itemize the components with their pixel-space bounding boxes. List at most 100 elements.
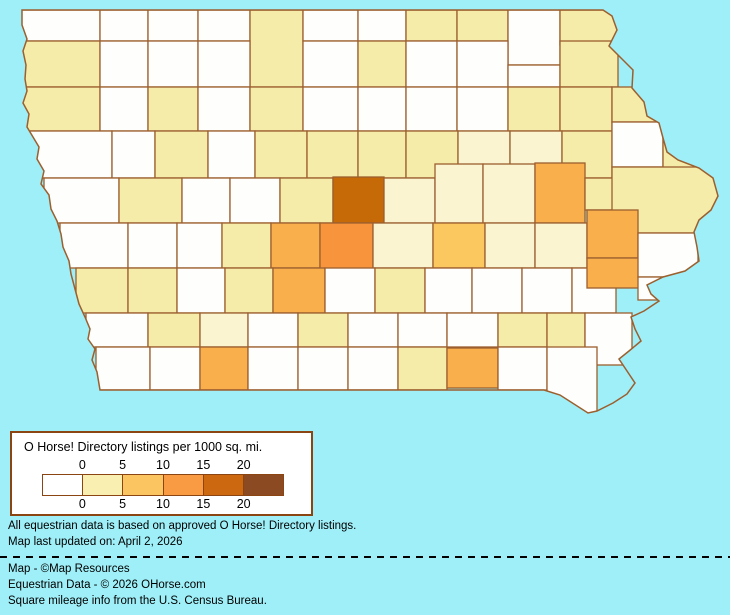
county-cell [207, 130, 256, 179]
county-cell [456, 10, 509, 42]
county-cell [279, 177, 334, 224]
county-cell [559, 10, 619, 46]
census-credit: Square mileage info from the U.S. Census… [8, 595, 267, 607]
legend-tick-label: 5 [119, 458, 127, 472]
county-cell [197, 10, 251, 42]
county-cell [221, 222, 272, 269]
legend-tick-label: 10 [156, 458, 170, 472]
county-cell [197, 86, 251, 132]
county-cell [118, 177, 183, 224]
legend-tick-label: 20 [236, 458, 251, 472]
county-cell [297, 312, 349, 348]
data-credit: Equestrian Data - © 2026 OHorse.com [8, 579, 206, 591]
county-cell [471, 267, 523, 314]
county-cell [127, 267, 178, 314]
county-cell [176, 267, 226, 314]
county-cell [199, 312, 249, 348]
dashed-divider [0, 556, 730, 558]
county-cell [302, 86, 359, 132]
county-cell [127, 222, 178, 269]
county-cell [534, 162, 586, 224]
county-cell [507, 10, 561, 66]
legend-swatch [83, 475, 124, 495]
county-cell [147, 312, 201, 348]
county-cell [456, 40, 509, 88]
county-cell [424, 267, 473, 314]
county-cells-layer [22, 10, 718, 413]
legend-swatch [243, 475, 284, 495]
county-cell [397, 312, 448, 348]
county-cell [324, 267, 376, 314]
county-cell [497, 312, 548, 348]
county-cell [270, 222, 321, 269]
county-cell [347, 312, 399, 348]
data-disclaimer-note: All equestrian data is based on approved… [8, 520, 357, 532]
county-cell [147, 40, 199, 88]
county-cell [534, 222, 588, 269]
county-cell [507, 86, 561, 132]
legend-tick-label: 20 [236, 497, 251, 511]
legend-box: O Horse! Directory listings per 1000 sq.… [10, 431, 313, 516]
legend-tick-label: 15 [196, 497, 211, 511]
county-cell [111, 130, 156, 179]
legend-swatch [123, 475, 164, 495]
county-cell [302, 40, 359, 88]
map-credit: Map - ©Map Resources [8, 563, 130, 575]
county-cell [383, 177, 436, 224]
county-cell [149, 346, 201, 391]
county-cell [559, 40, 619, 88]
county-cell [181, 177, 231, 224]
county-cell [27, 130, 113, 179]
state-outline [21, 9, 719, 414]
legend-tick-label: 0 [78, 497, 86, 511]
county-cell [521, 267, 573, 314]
county-cell [347, 346, 399, 391]
county-cell [405, 130, 459, 179]
legend-tick-label: 15 [196, 458, 211, 472]
county-cell [302, 10, 359, 42]
county-cell [154, 130, 209, 179]
legend-tick-label: 5 [119, 497, 127, 511]
county-cell [99, 10, 149, 42]
county-cell [22, 10, 101, 42]
county-cell [306, 130, 359, 179]
county-cell [199, 346, 249, 391]
legend-swatch [163, 475, 204, 495]
county-cell [432, 222, 486, 269]
county-cell [559, 86, 613, 132]
last-updated-note: Map last updated on: April 2, 2026 [8, 536, 183, 548]
county-cell [99, 86, 149, 132]
county-cell [546, 346, 598, 413]
county-cell [147, 86, 199, 132]
county-cell [229, 177, 281, 224]
county-cell [374, 267, 426, 314]
county-cell [397, 346, 448, 391]
legend-swatch [203, 475, 244, 495]
county-cell [357, 10, 407, 42]
county-cell [197, 40, 251, 88]
county-cell [637, 232, 699, 278]
legend-ticks-bottom: 0 5 10 15 20 [42, 497, 284, 511]
county-cell [85, 312, 149, 348]
county-cell [22, 86, 101, 132]
county-cell [297, 346, 349, 391]
county-cell [484, 222, 536, 269]
county-cell [75, 267, 129, 314]
county-cell [272, 267, 326, 314]
county-cell [611, 121, 664, 168]
legend-ticks-top: 0 5 10 15 20 [42, 458, 284, 472]
county-cell [319, 222, 374, 270]
iowa-choropleth-map [21, 9, 719, 414]
county-cell [357, 130, 407, 179]
county-cell [224, 267, 274, 314]
county-cell [405, 40, 458, 88]
county-cell [611, 86, 663, 123]
county-cell [176, 222, 223, 269]
county-cell [586, 209, 639, 259]
county-cell [254, 130, 308, 179]
county-cell [507, 64, 561, 88]
county-cell [372, 222, 434, 269]
county-cell [147, 10, 199, 42]
county-cell [247, 346, 299, 391]
county-cell [446, 347, 499, 389]
